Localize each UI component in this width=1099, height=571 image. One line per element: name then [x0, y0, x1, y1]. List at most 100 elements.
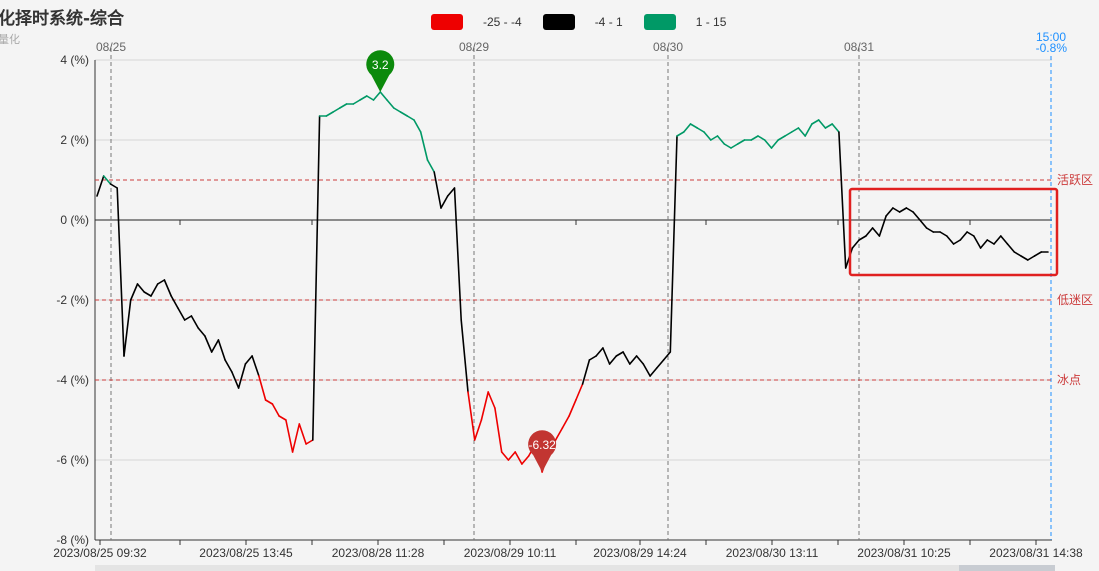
series-segment [467, 391, 476, 441]
series-segment [258, 375, 267, 401]
series-segment [885, 207, 894, 217]
series-segment [413, 119, 422, 133]
series-segment [291, 423, 301, 453]
series-segment [311, 115, 321, 441]
series-segment [419, 131, 429, 161]
series-segment [156, 279, 166, 285]
series-segment [217, 339, 226, 361]
y-tick-label: 2 (%) [60, 133, 89, 147]
series-segment [480, 391, 490, 421]
zoom-scrollbar-thumb[interactable] [959, 565, 1055, 571]
series-segment [561, 415, 570, 429]
series-segment [1013, 251, 1022, 257]
zoom-scrollbar[interactable] [95, 565, 1055, 571]
series-segment [851, 239, 860, 249]
series-segment [231, 371, 240, 389]
series-segment [898, 207, 908, 213]
series-segment [682, 123, 692, 133]
series-segment [244, 355, 253, 365]
max-marker-shape [366, 50, 395, 92]
max-marker: 3.2 [366, 50, 395, 92]
series-segment [716, 135, 726, 145]
highlight-box [848, 187, 1059, 277]
max-marker-label: 3.2 [372, 58, 389, 72]
series-segment [568, 399, 577, 417]
x-tick-label: 2023/08/30 13:11 [726, 546, 819, 560]
series-segment [473, 419, 483, 441]
series-segment [487, 391, 496, 409]
series-segment [912, 211, 921, 221]
date-label: 08/31 [844, 40, 874, 54]
series-segment [359, 95, 368, 101]
series-segment [959, 231, 968, 241]
series-segment [804, 123, 813, 137]
series-segment [858, 235, 867, 241]
series-segment [865, 227, 874, 237]
y-tick-label: 4 (%) [60, 53, 89, 67]
series-segment [925, 227, 935, 233]
series-segment [649, 367, 658, 377]
series-segment [190, 315, 199, 329]
legend-item-high[interactable]: 1 - 15 [643, 14, 726, 30]
series-segment [352, 99, 361, 105]
end-time-label: 15:00 [1036, 30, 1066, 44]
series-segment [514, 451, 523, 465]
series-segment [676, 131, 685, 137]
series-segment [703, 131, 712, 141]
y-tick-label: -8 (%) [56, 533, 89, 547]
date-label: 08/25 [96, 40, 126, 54]
series-segment [736, 139, 746, 145]
series-segment [251, 355, 260, 377]
series-segment [494, 407, 503, 453]
series-segment [945, 235, 955, 245]
series-segment [662, 351, 672, 361]
series-segment [338, 103, 348, 109]
series-segment [109, 183, 118, 189]
series-segment [709, 135, 719, 141]
min-marker: -6.32 [528, 430, 557, 472]
series-segment [365, 95, 375, 101]
legend-item-low[interactable]: -25 - -4 [431, 14, 522, 30]
series-segment [595, 347, 604, 357]
series-segment [440, 195, 449, 209]
series-segment [622, 351, 631, 365]
series-segment [1033, 251, 1043, 257]
series-segment [554, 427, 564, 441]
series-segment [770, 139, 780, 149]
series-segment [399, 111, 409, 117]
series-segment [763, 139, 773, 149]
series-segment [939, 231, 948, 237]
series-segment [453, 187, 463, 321]
series-segment [406, 115, 415, 121]
y-tick-label: -4 (%) [56, 373, 89, 387]
legend-label-low: -25 - -4 [483, 15, 522, 29]
series-segment [129, 283, 139, 301]
series-segment [689, 123, 699, 129]
series-segment [143, 291, 152, 297]
reference-label: 活跃区 [1057, 173, 1093, 187]
series-segment [811, 119, 820, 125]
series-segment [838, 131, 847, 269]
series-segment [264, 399, 274, 405]
series-segment [224, 359, 233, 373]
date-label: 08/30 [653, 40, 683, 54]
reference-label: 冰点 [1057, 373, 1081, 387]
x-tick-label: 2023/08/29 14:24 [593, 546, 687, 560]
series-segment [723, 143, 732, 149]
y-tick-label: -6 (%) [56, 453, 89, 467]
series-segment [163, 279, 172, 297]
legend-label-mid: -4 - 1 [594, 15, 623, 29]
series-segment [730, 143, 739, 149]
legend-item-mid[interactable]: -4 - 1 [542, 14, 623, 30]
series-segment [285, 419, 294, 453]
date-label: 08/29 [459, 40, 489, 54]
series-segment [460, 319, 469, 393]
series-segment [136, 283, 145, 293]
series-segment [507, 451, 517, 461]
series-segment [426, 159, 436, 173]
x-tick-label: 2023/08/25 09:32 [53, 546, 147, 560]
series-segment [790, 127, 800, 133]
series-segment [446, 187, 456, 197]
series-segment [878, 215, 887, 237]
